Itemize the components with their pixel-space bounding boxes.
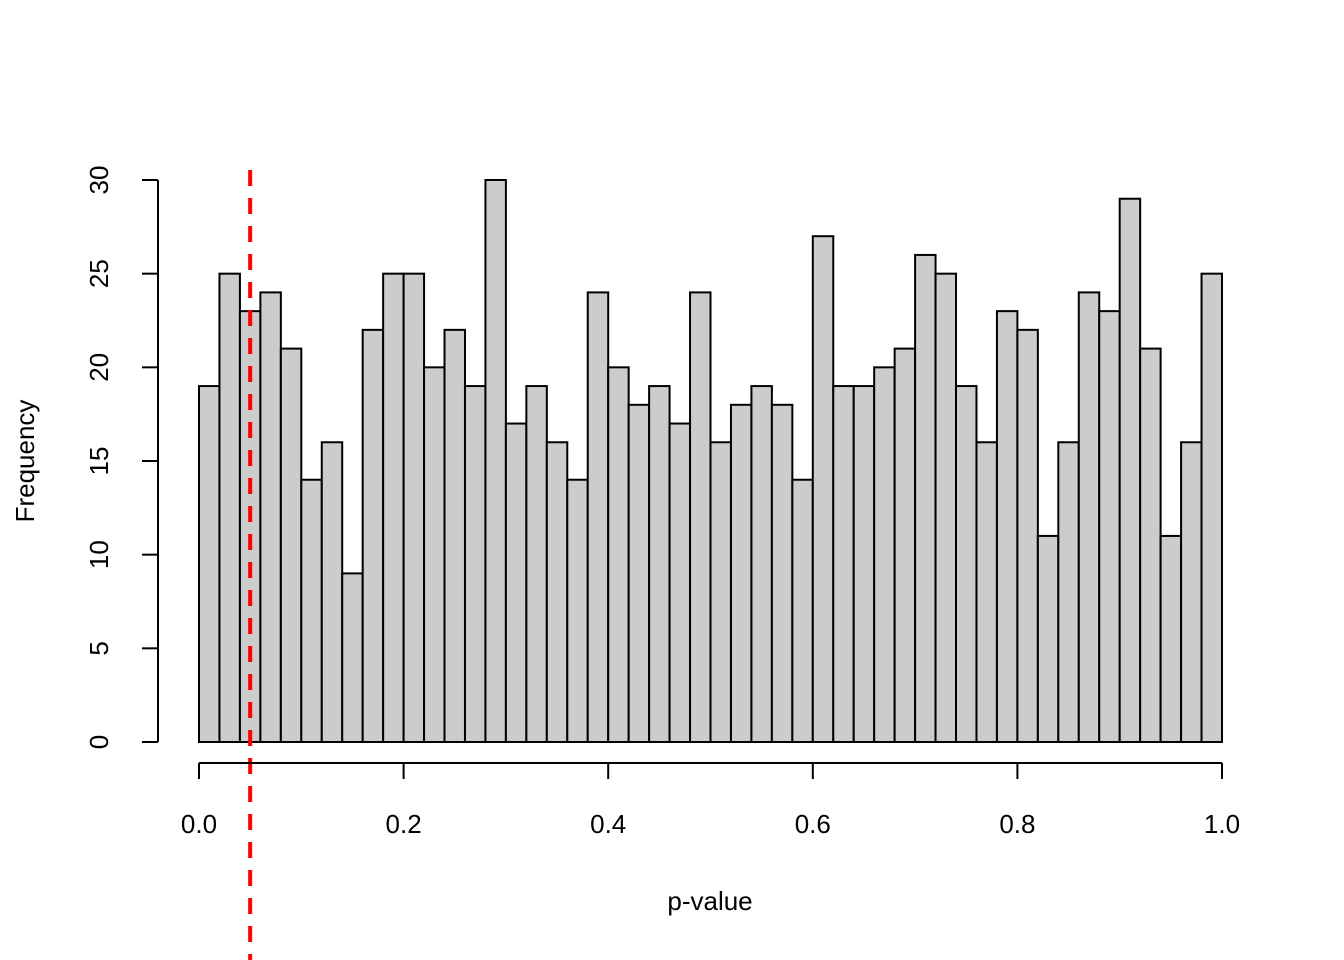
x-tick-label: 1.0 bbox=[1204, 809, 1240, 839]
histogram-bar bbox=[955, 385, 978, 743]
histogram-bar bbox=[873, 366, 896, 743]
histogram-bar bbox=[382, 272, 405, 743]
histogram-bar bbox=[648, 385, 671, 743]
y-tick-label: 30 bbox=[84, 166, 114, 195]
x-tick-label: 0.0 bbox=[181, 809, 217, 839]
histogram-bar bbox=[832, 385, 855, 743]
histogram-bar bbox=[1036, 534, 1060, 744]
histogram-bar bbox=[1159, 534, 1183, 744]
histogram-bar bbox=[811, 235, 835, 743]
y-axis-title: Frequency bbox=[10, 400, 40, 523]
x-tick-label: 0.4 bbox=[590, 809, 626, 839]
histogram-bar bbox=[566, 478, 589, 743]
histogram-bar bbox=[729, 403, 753, 743]
histogram-bar bbox=[791, 478, 814, 743]
histogram-bar bbox=[995, 310, 1019, 743]
y-tick-label: 0 bbox=[84, 735, 114, 749]
histogram-bar bbox=[893, 347, 917, 743]
x-axis-title: p-value bbox=[667, 886, 752, 916]
histogram-bar bbox=[1180, 441, 1203, 743]
histogram-bar bbox=[341, 572, 364, 744]
histogram-bar bbox=[504, 422, 528, 743]
x-tick-label: 0.2 bbox=[386, 809, 422, 839]
y-tick-label: 15 bbox=[84, 447, 114, 476]
y-tick-label: 25 bbox=[84, 259, 114, 288]
histogram-bar bbox=[934, 272, 958, 743]
x-axis: 0.0 0.2 0.4 0.6 0.8 1.0 bbox=[181, 762, 1240, 839]
histogram-bar bbox=[1098, 310, 1121, 743]
histogram-bar bbox=[770, 403, 794, 743]
histogram-bar bbox=[975, 441, 998, 743]
y-tick-label: 20 bbox=[84, 353, 114, 382]
histogram-bar bbox=[852, 385, 876, 743]
x-tick-label: 0.6 bbox=[795, 809, 831, 839]
histogram-bar bbox=[1118, 197, 1142, 743]
histogram-bar bbox=[1200, 272, 1224, 743]
histogram-bar bbox=[914, 253, 937, 744]
bars-group bbox=[198, 179, 1224, 744]
y-tick-label: 5 bbox=[84, 641, 114, 655]
histogram-bar bbox=[607, 366, 630, 743]
histogram-bar bbox=[198, 385, 221, 743]
histogram-bar bbox=[218, 272, 241, 743]
histogram-bar bbox=[586, 291, 610, 743]
histogram-bar bbox=[545, 441, 569, 743]
histogram-bar bbox=[627, 403, 651, 743]
histogram-bar bbox=[1077, 291, 1101, 743]
y-axis: 0 5 10 15 20 25 30 bbox=[84, 166, 159, 749]
histogram-bar bbox=[709, 441, 732, 743]
histogram-bar bbox=[689, 291, 712, 743]
histogram-bar bbox=[668, 422, 692, 743]
histogram-bar bbox=[484, 179, 507, 743]
y-tick-label: 10 bbox=[84, 540, 114, 569]
histogram-bar bbox=[320, 441, 344, 743]
histogram-bar bbox=[361, 328, 385, 743]
histogram-bar bbox=[279, 347, 303, 743]
histogram-bar bbox=[1016, 328, 1039, 743]
histogram-bar bbox=[463, 385, 487, 743]
histogram-bar bbox=[750, 385, 773, 743]
histogram-bar bbox=[525, 385, 548, 743]
histogram-bar bbox=[402, 272, 426, 743]
histogram-bar bbox=[423, 366, 446, 743]
histogram-bar bbox=[1139, 347, 1162, 743]
histogram-bar bbox=[1057, 441, 1080, 743]
histogram-bar bbox=[300, 478, 323, 743]
x-tick-label: 0.8 bbox=[999, 809, 1035, 839]
histogram-bar bbox=[259, 291, 282, 743]
histogram-bar bbox=[443, 328, 466, 743]
